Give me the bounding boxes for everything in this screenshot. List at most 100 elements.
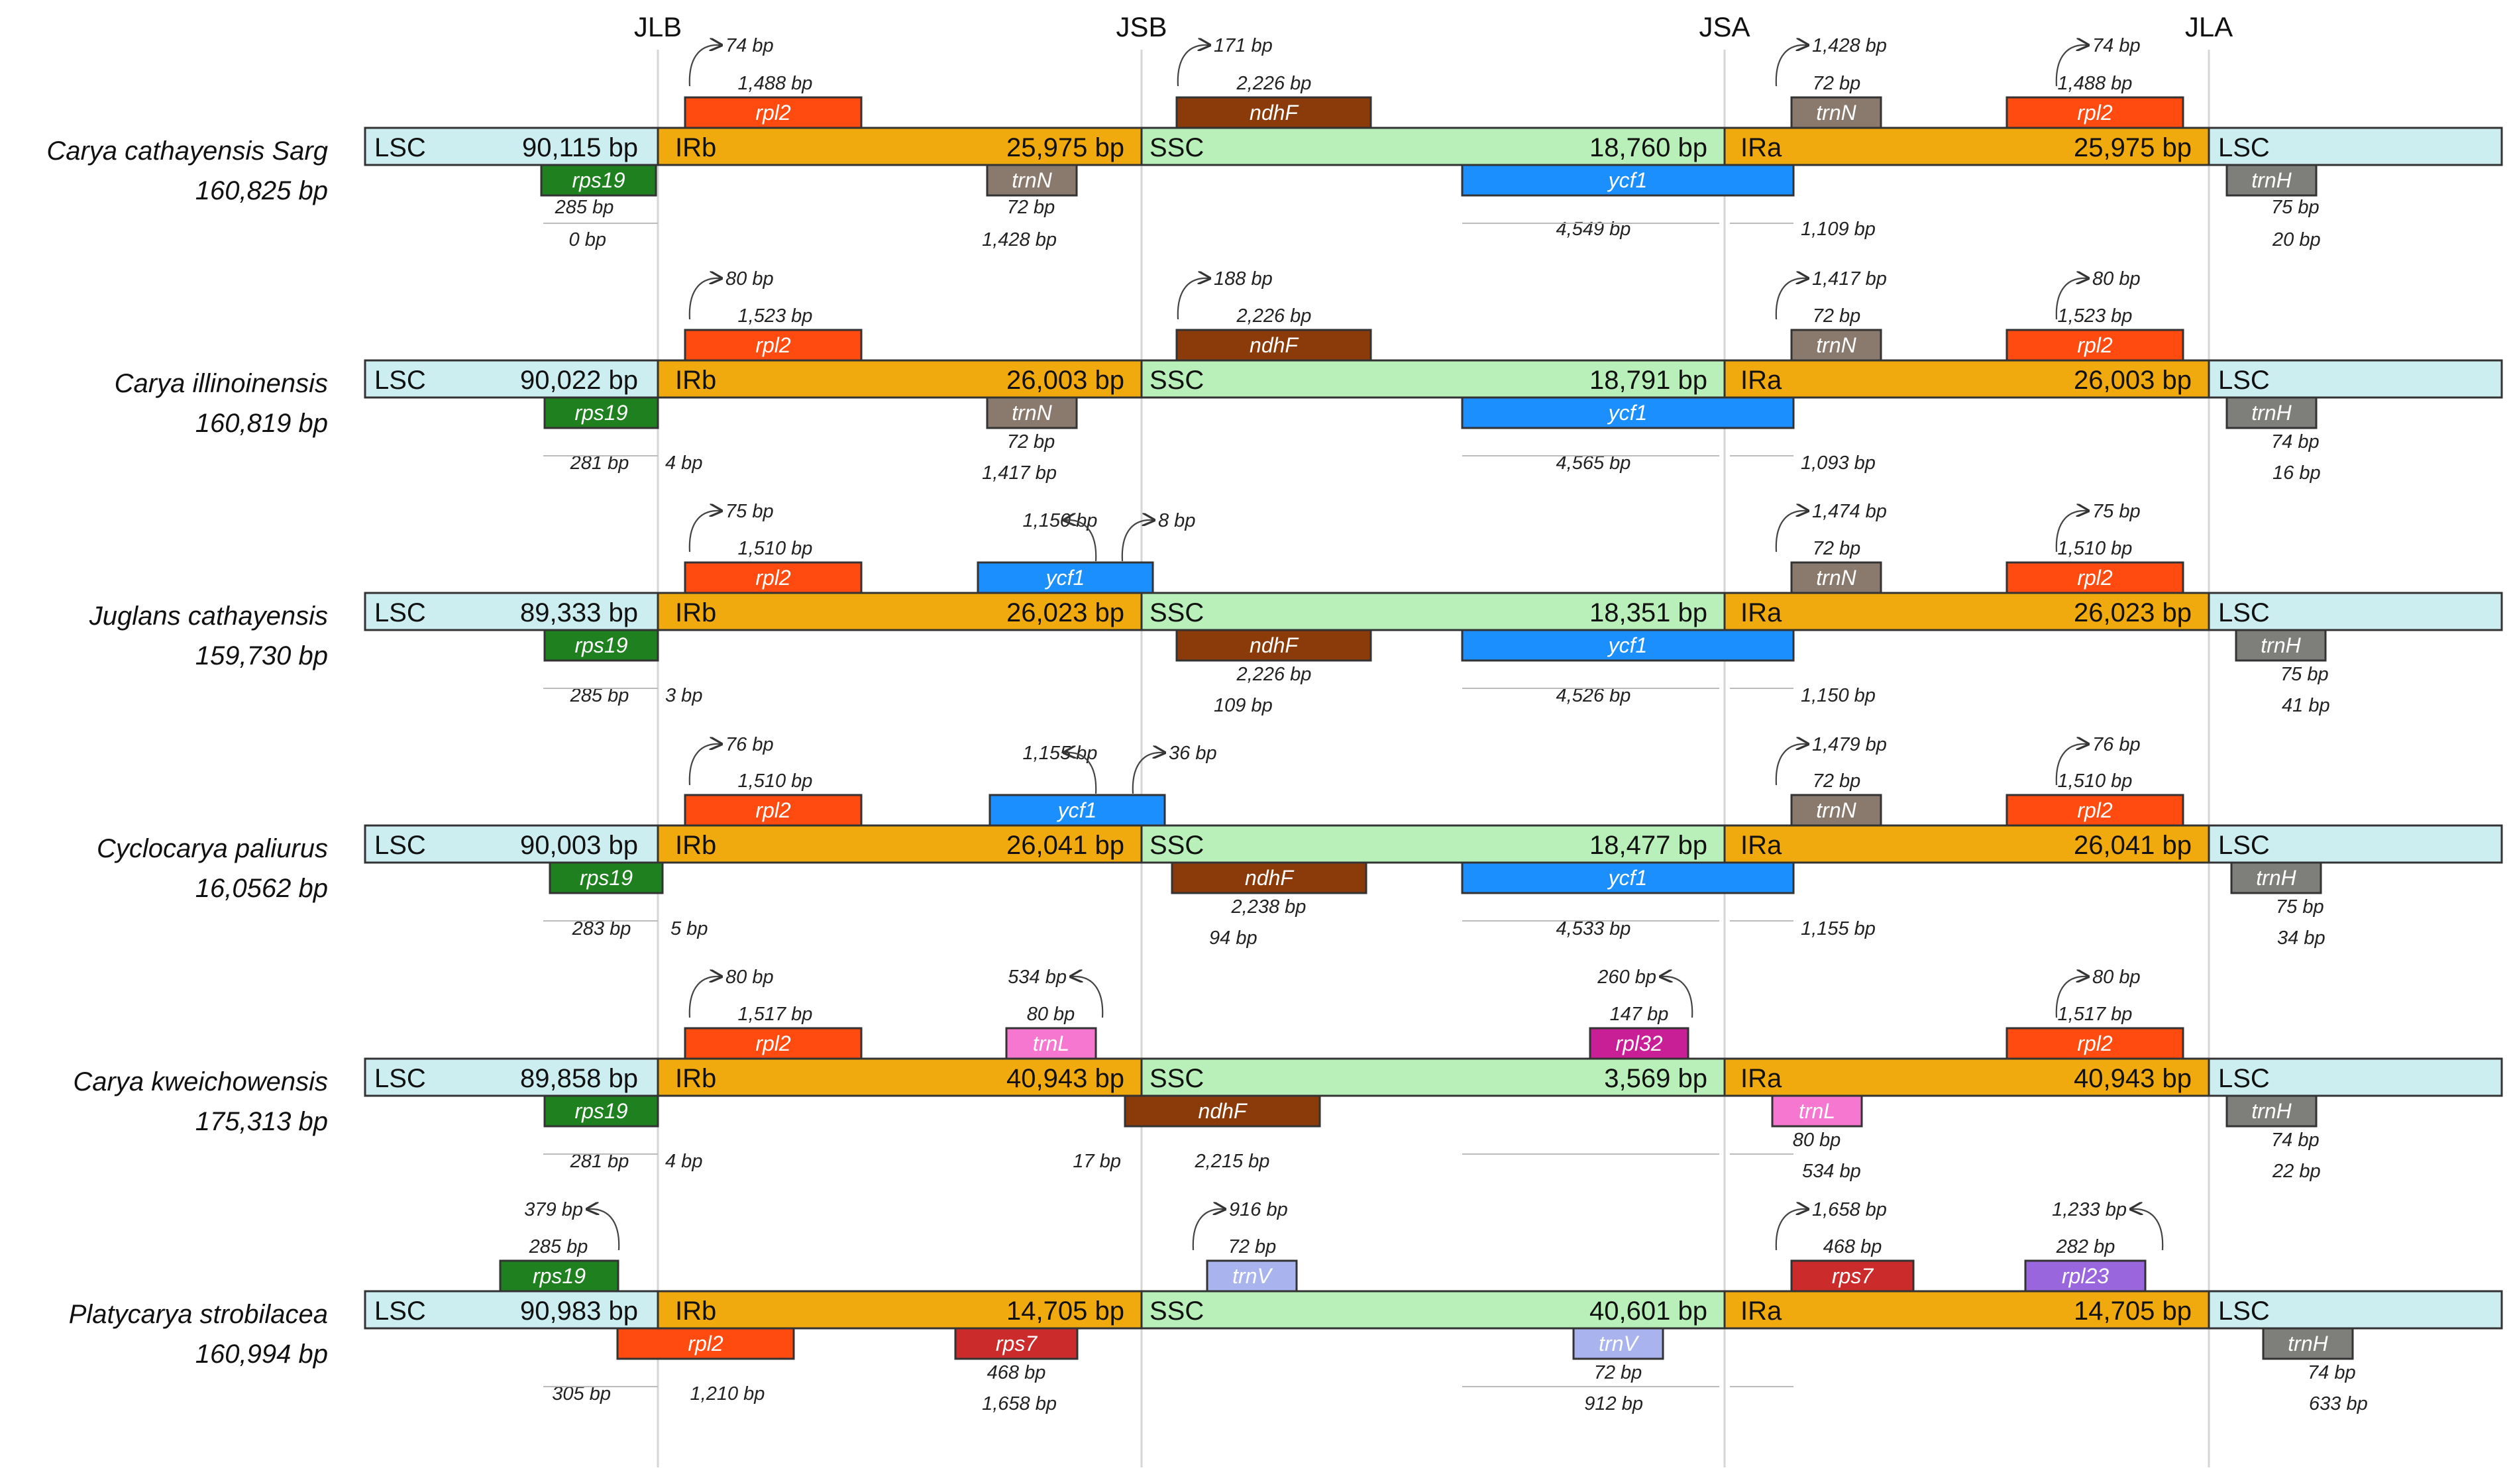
- distance-label: 2,238 bp: [1231, 896, 1307, 918]
- gene-trnN-label: trnN: [1816, 798, 1856, 822]
- gene-rpl2-box: [684, 561, 863, 594]
- gene-rps19-label: rps19: [533, 1264, 586, 1288]
- distance-label: 72 bp: [1007, 431, 1055, 452]
- distance-arrow: [1775, 744, 1807, 786]
- distance-label: 1,479 bp: [1812, 734, 1887, 755]
- gene-rpl23-label: rpl23: [2062, 1264, 2109, 1288]
- gene-rpl2-box: [616, 1327, 795, 1360]
- distance-label: 41 bp: [2282, 695, 2330, 716]
- gene-trnH-box: [2230, 861, 2322, 894]
- distance-arrow: [1065, 520, 1097, 562]
- distance-label: 3 bp: [665, 685, 702, 706]
- distance-label: 36 bp: [1169, 743, 1217, 764]
- distance-label: 74 bp: [2271, 1130, 2320, 1151]
- species-name: Cyclocarya paliurus: [97, 834, 328, 863]
- gene-rps19-label: rps19: [574, 401, 627, 425]
- gene-ycf1-label: ycf1: [1607, 168, 1648, 192]
- region-irb-segment: [657, 1057, 1143, 1097]
- gene-ndhF-label: ndhF: [1250, 101, 1299, 125]
- gene-trnN-box: [1790, 329, 1882, 362]
- region-ssc-length: 3,569 bp: [1604, 1064, 1707, 1093]
- gene-ycf1-label: ycf1: [1607, 866, 1648, 890]
- distance-arrow: [1192, 1209, 1224, 1251]
- gene-rpl2-box: [2005, 1027, 2184, 1060]
- distance-label: 1,510 bp: [738, 770, 813, 792]
- distance-arrow: [688, 744, 720, 786]
- gene-rpl2-label: rpl2: [755, 101, 791, 125]
- gene-rps19-label: rps19: [572, 168, 625, 192]
- distance-label: 75 bp: [2271, 197, 2320, 218]
- distance-label: 4 bp: [665, 452, 702, 474]
- distance-label: 171 bp: [1214, 35, 1273, 56]
- gene-trnN-box: [1790, 794, 1882, 827]
- distance-label: 1,417 bp: [982, 462, 1057, 484]
- gene-ndhF-label: ndhF: [1250, 333, 1299, 357]
- region-irb-label: IRb: [675, 831, 716, 860]
- distance-label: 16 bp: [2272, 462, 2321, 484]
- species-name: Juglans cathayensis: [89, 602, 328, 631]
- region-lsc-label: LSC: [374, 366, 426, 395]
- distance-label: 75 bp: [2276, 896, 2324, 918]
- gene-trnL-label: trnL: [1799, 1099, 1835, 1123]
- gene-ycf1-box: [1461, 629, 1795, 662]
- genome-size: 160,994 bp: [195, 1340, 328, 1369]
- region-lsc-segment: [364, 592, 659, 631]
- gene-trnH-box: [2225, 396, 2318, 429]
- region-lsc2-segment: [2208, 592, 2503, 631]
- distance-arrow: [1177, 278, 1208, 320]
- gene-trnH-box: [2262, 1327, 2354, 1360]
- region-ssc-segment: [1140, 824, 1726, 864]
- gene-rpl2-box: [684, 96, 863, 129]
- distance-label: 72 bp: [1007, 197, 1055, 218]
- genome-size: 160,819 bp: [195, 409, 328, 438]
- region-ssc-segment: [1140, 1290, 1726, 1330]
- region-irb-length: 14,705 bp: [1006, 1297, 1124, 1326]
- region-lsc-length: 89,333 bp: [520, 598, 638, 627]
- gene-ycf1-box: [1461, 396, 1795, 429]
- gene-rps19-box: [543, 629, 659, 662]
- region-ssc-label: SSC: [1150, 831, 1204, 860]
- gene-rps19-box: [549, 861, 664, 894]
- distance-label: 282 bp: [2056, 1236, 2115, 1257]
- distance-label: 75 bp: [725, 501, 774, 522]
- distance-arrow: [1775, 511, 1807, 553]
- distance-label: 72 bp: [1813, 305, 1861, 327]
- gene-trnL-label: trnL: [1033, 1032, 1069, 1055]
- region-irb-length: 25,975 bp: [1006, 133, 1124, 162]
- distance-label: 1,517 bp: [2058, 1004, 2133, 1025]
- species-row: Cyclocarya paliurus 16,0562 bp LSC IRb SSC IR…: [97, 734, 2503, 949]
- distance-label: 80 bp: [2092, 967, 2141, 988]
- distance-label: 534 bp: [1802, 1161, 1861, 1182]
- region-irb-segment: [657, 127, 1143, 166]
- region-ssc-label: SSC: [1150, 598, 1204, 627]
- region-lsc-label: LSC: [374, 831, 426, 860]
- distance-label: 1,510 bp: [2058, 770, 2133, 792]
- gene-rpl2-box: [684, 329, 863, 362]
- distance-label: 20 bp: [2272, 229, 2321, 250]
- gene-trnN-box: [986, 164, 1078, 197]
- distance-arrow: [1177, 45, 1208, 87]
- distance-label: 1,523 bp: [738, 305, 813, 327]
- distance-label: 2,226 bp: [1236, 305, 1312, 327]
- distance-label: 75 bp: [2092, 501, 2141, 522]
- distance-label: 80 bp: [2092, 268, 2141, 290]
- gene-trnH-box: [2225, 164, 2318, 197]
- region-lsc-right-label: LSC: [2218, 1297, 2270, 1326]
- distance-label: 1,428 bp: [1812, 35, 1887, 56]
- region-ssc-segment: [1140, 127, 1726, 166]
- gene-rpl2-label: rpl2: [2077, 333, 2113, 357]
- distance-arrow: [2055, 977, 2087, 1018]
- gene-rpl23-box: [2024, 1259, 2147, 1293]
- distance-label: 76 bp: [2092, 734, 2141, 755]
- gene-ndhF-box: [1175, 329, 1372, 362]
- gene-rpl2-label: rpl2: [755, 566, 791, 590]
- gene-trnN-label: trnN: [1816, 101, 1856, 125]
- distance-label: 34 bp: [2277, 928, 2326, 949]
- region-ira-label: IRa: [1740, 1297, 1782, 1326]
- gene-trnL-box: [1005, 1027, 1097, 1060]
- region-ira-length: 40,943 bp: [2074, 1064, 2192, 1093]
- region-irb-label: IRb: [675, 366, 716, 395]
- gene-ycf1-box: [1461, 861, 1795, 894]
- distance-label: 468 bp: [987, 1362, 1046, 1383]
- region-ira-length: 25,975 bp: [2074, 133, 2192, 162]
